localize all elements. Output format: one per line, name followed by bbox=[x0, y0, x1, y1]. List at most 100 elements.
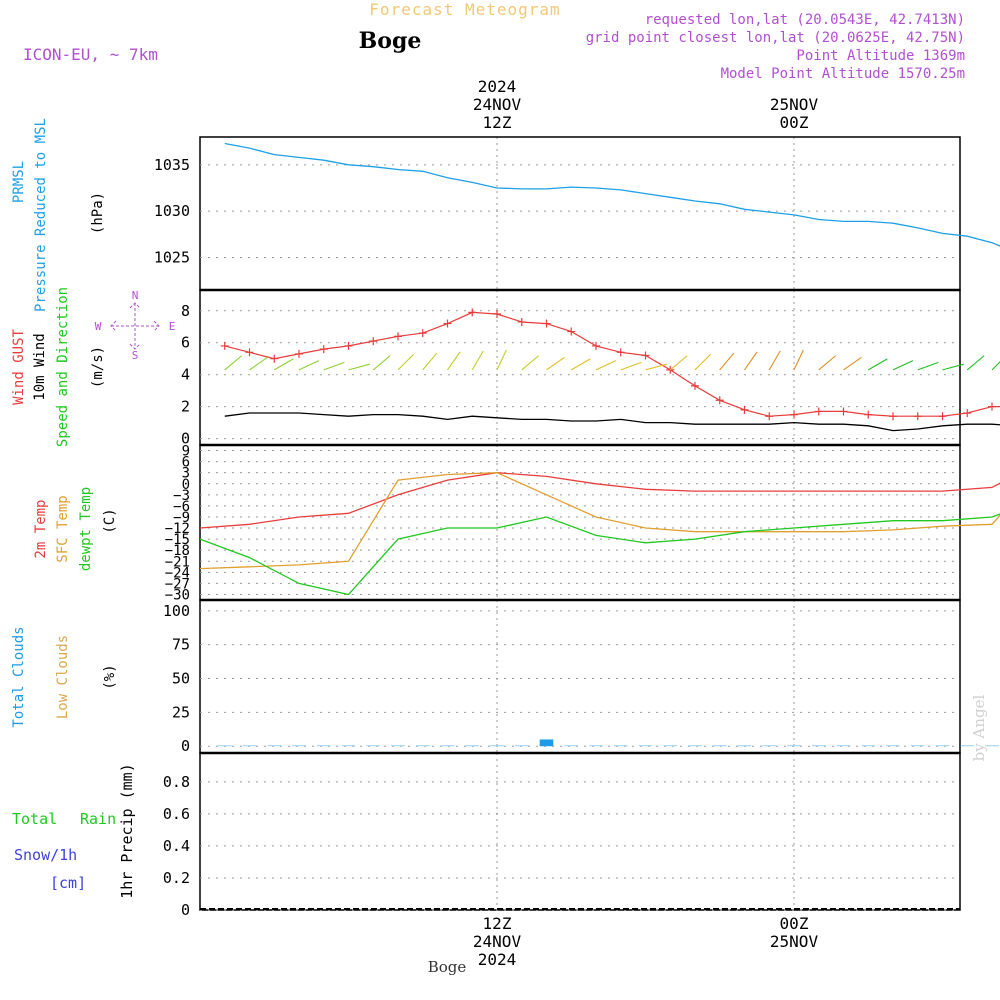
y-tick-label: 2 bbox=[181, 398, 190, 416]
gust-marker bbox=[394, 332, 402, 341]
wind-arrow bbox=[991, 361, 1000, 371]
precip-label: 1hr Precip (mm) bbox=[118, 763, 136, 898]
wind10m-line bbox=[224, 412, 1000, 432]
gust-marker bbox=[295, 349, 303, 358]
compass-s: S bbox=[132, 349, 139, 362]
gust-marker bbox=[542, 319, 551, 328]
total-cloud-bar bbox=[985, 745, 999, 747]
x-top-label: 12Z bbox=[483, 113, 512, 132]
y-tick-label: 0 bbox=[181, 737, 190, 755]
y-tick-label: 6 bbox=[181, 334, 190, 352]
gust-marker bbox=[616, 348, 625, 357]
y-tick-label: −12 bbox=[165, 521, 190, 537]
y-tick-label: 25 bbox=[172, 703, 190, 721]
y-tick-label: 0.2 bbox=[163, 869, 190, 887]
total-cloud-bar bbox=[465, 745, 480, 747]
wind-arrow bbox=[422, 352, 438, 371]
total-cloud-bar bbox=[762, 745, 777, 747]
gust-marker bbox=[443, 319, 452, 328]
gust-line bbox=[224, 311, 1000, 417]
y-tick-label: 1030 bbox=[154, 202, 190, 220]
gust-marker bbox=[864, 410, 873, 419]
total-cloud-bar bbox=[910, 745, 925, 747]
gust-marker bbox=[344, 341, 353, 350]
y-tick-label: 0.8 bbox=[163, 773, 190, 791]
compass-e: E bbox=[169, 320, 176, 333]
panel-frame-1 bbox=[199, 136, 961, 291]
wind-arrow bbox=[323, 361, 345, 371]
x-bottom-label: 00Z bbox=[780, 914, 809, 933]
gust-marker bbox=[963, 409, 972, 418]
total-cloud-bar bbox=[960, 745, 975, 747]
x-bottom-label: 25NOV bbox=[770, 932, 819, 951]
gust-marker bbox=[938, 412, 947, 421]
total-cloud-bar bbox=[712, 745, 727, 747]
wind-arrow bbox=[521, 355, 539, 371]
gust-marker bbox=[468, 308, 477, 317]
x-bottom-label: 24NOV bbox=[473, 932, 522, 951]
gust-marker bbox=[913, 412, 922, 421]
wind-arrow bbox=[768, 350, 781, 371]
gust-marker bbox=[814, 407, 823, 416]
wind-arrow bbox=[892, 360, 914, 371]
wind-arrow bbox=[645, 363, 667, 371]
total-cloud-bar bbox=[217, 745, 232, 747]
hpa-label: (hPa) bbox=[90, 192, 106, 234]
y-tick-label: −21 bbox=[165, 554, 190, 570]
y-tick-label: 0 bbox=[182, 477, 190, 493]
gust-marker bbox=[245, 348, 254, 357]
total-cloud-bar bbox=[440, 745, 455, 747]
total-cloud-bar bbox=[316, 745, 331, 747]
footer-location: Boge bbox=[428, 958, 467, 976]
gust-marker bbox=[493, 309, 501, 318]
y-tick-label: 0.4 bbox=[163, 837, 190, 855]
temp-line-1 bbox=[199, 472, 1000, 529]
total-cloud-bar bbox=[366, 745, 381, 747]
y-tick-label: −15 bbox=[165, 532, 190, 548]
wind-arrow bbox=[744, 351, 758, 371]
total-cloud-bar bbox=[836, 745, 851, 747]
panel-frame-3 bbox=[199, 444, 961, 601]
wind-arrow bbox=[942, 363, 964, 371]
gust-marker bbox=[765, 412, 774, 421]
gust-marker bbox=[270, 354, 279, 363]
gust-marker bbox=[592, 341, 600, 350]
total-cloud-bar bbox=[613, 745, 628, 747]
total-cloud-bar bbox=[688, 745, 702, 747]
y-tick-label: 1035 bbox=[154, 156, 190, 174]
chart-title: Forecast Meteogram bbox=[369, 0, 560, 19]
model-altitude: Model Point Altitude 1570.25m bbox=[721, 66, 965, 82]
wind-arrow bbox=[546, 356, 565, 371]
gust-marker bbox=[715, 396, 724, 405]
panel-frame-4 bbox=[199, 599, 961, 754]
x-top-label: 25NOV bbox=[770, 95, 819, 114]
wind-arrow bbox=[273, 358, 294, 371]
y-tick-label: −6 bbox=[173, 499, 190, 515]
wind-arrow bbox=[966, 355, 985, 371]
wind-arrow bbox=[620, 361, 642, 371]
wind-arrow bbox=[694, 353, 711, 371]
total-cloud-bar bbox=[292, 745, 306, 747]
total-cloud-bar bbox=[737, 745, 752, 747]
total-cloud-bar bbox=[539, 739, 554, 747]
wind-arrow bbox=[843, 356, 862, 371]
y-tick-label: 0.6 bbox=[163, 805, 190, 823]
gust-marker bbox=[418, 329, 427, 338]
gust-label: Wind GUST bbox=[11, 329, 27, 405]
total-cloud-bar bbox=[341, 745, 356, 747]
wind10m-label: 10m Wind bbox=[32, 333, 48, 400]
wind-arrow bbox=[867, 358, 888, 371]
total-cloud-bar bbox=[861, 745, 876, 747]
y-tick-label: 3 bbox=[182, 466, 190, 482]
total-cloud-bar bbox=[242, 745, 257, 747]
panel-frame-5 bbox=[199, 752, 961, 911]
grid-point-coords: grid point closest lon,lat (20.0625E, 42… bbox=[586, 30, 965, 46]
wind-arrow bbox=[298, 360, 320, 371]
y-tick-label: −3 bbox=[173, 488, 190, 504]
y-tick-label: 8 bbox=[181, 302, 190, 320]
wind-arrow bbox=[397, 353, 414, 371]
sfc-label: SFC Temp bbox=[55, 495, 71, 562]
wind-arrow bbox=[793, 349, 804, 371]
y-tick-label: 9 bbox=[182, 444, 190, 460]
